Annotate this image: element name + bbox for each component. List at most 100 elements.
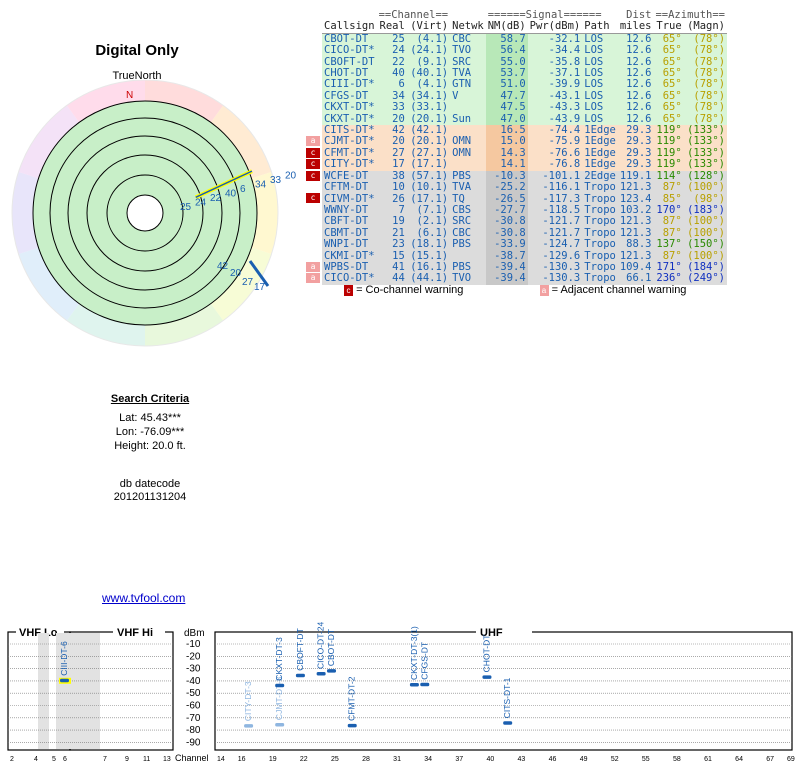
- station-network: TVO: [452, 44, 472, 57]
- station-row[interactable]: CBOT-DT 25 (4.1) CBC 58.7 -32.1 LOS 12.6 65° (78°…: [322, 32, 728, 46]
- station-callsign: CIII-DT*: [324, 78, 375, 91]
- station-row[interactable]: CIVM-DT* 26 (17.1) TQ -26.5 -117.3 Tropo 123.4 8…: [322, 192, 728, 205]
- station-azimuth-magn: (133°): [687, 124, 726, 137]
- station-virtual-channel: (34.1): [410, 89, 449, 102]
- station-row[interactable]: CKMI-DT* 15 (15.1) -38.7 -129.6 Tropo 121.3 87°…: [322, 249, 728, 262]
- station-azimuth-magn: (133°): [687, 158, 726, 171]
- station-row[interactable]: CFTM-DT 10 (10.1) TVA -25.2 -116.1 Tropo 121.3 8…: [322, 181, 728, 194]
- station-noise-margin: 14.1: [485, 158, 528, 171]
- station-azimuth-true: 114°: [656, 169, 682, 182]
- station-azimuth-true: 137°: [656, 238, 682, 251]
- station-azimuth-magn: (78°): [693, 101, 726, 114]
- station-virtual-channel: (27.1): [410, 146, 449, 159]
- dbm-tick: -30: [186, 664, 201, 675]
- station-row[interactable]: CICO-DT* 44 (44.1) TVO -39.4 -130.3 Tropo 66.1 2…: [322, 272, 728, 285]
- dbm-tick: -50: [186, 688, 201, 699]
- station-row[interactable]: WNPI-DT 23 (18.1) PBS -33.9 -124.7 Tropo 88.3 13…: [322, 238, 728, 251]
- station-real-channel: 24: [392, 44, 405, 57]
- station-azimuth-magn: (249°): [687, 272, 726, 285]
- station-real-channel: 20: [392, 112, 405, 125]
- station-azimuth-true: 65°: [662, 112, 682, 125]
- signal-marker-label: CFMT-DT-2: [347, 676, 357, 721]
- radar-label-65: 24: [195, 198, 207, 209]
- station-row[interactable]: WWNY-DT 7 (7.1) CBS -27.7 -118.5 Tropo 103.2 170…: [322, 204, 728, 217]
- station-row[interactable]: CFGS-DT 34 (34.1) V 47.7 -43.1 LOS 12.6 65° (78°): [322, 89, 728, 103]
- table-column-header: Path: [582, 21, 618, 34]
- station-path: Tropo: [584, 249, 616, 262]
- vhf-hi-title: VHF Hi: [117, 627, 153, 639]
- north-mark: N: [126, 90, 133, 101]
- station-row[interactable]: WCFE-DT 38 (57.1) PBS -10.3 -101.1 2Edge 119.1 1…: [322, 169, 728, 183]
- radar-label-65: 34: [255, 180, 267, 191]
- signal-marker-label: CBOT-DT: [326, 629, 336, 666]
- station-row[interactable]: CBOFT-DT 22 (9.1) SRC 55.0 -35.8 LOS 12.6 65° (78…: [322, 55, 728, 69]
- station-row[interactable]: CHOT-DT 40 (40.1) TVA 53.7 -37.1 LOS 12.6 65° (78…: [322, 67, 728, 80]
- station-callsign: CKXT-DT*: [324, 101, 375, 114]
- signal-marker-label: CHOT-DT: [481, 635, 491, 673]
- channel-tick: 16: [238, 756, 246, 763]
- station-row[interactable]: CIII-DT* 6 (4.1) GTN 51.0 -39.9 LOS 12.6 65° (78°…: [322, 78, 728, 91]
- station-azimuth-magn: (78°): [693, 89, 726, 102]
- station-network: [450, 102, 486, 113]
- channel-tick: 28: [362, 756, 370, 763]
- adjacent-warning-tag: a: [306, 261, 320, 272]
- station-path: LOS: [584, 44, 604, 57]
- search-criteria: Search Criteria Lat: 45.43*** Lon: -76.0…: [50, 392, 250, 453]
- station-row[interactable]: CITS-DT* 42 (42.1) 16.5 -74.4 1Edge 29.3 119° (1…: [322, 124, 728, 137]
- station-noise-margin: -27.7: [485, 204, 528, 217]
- station-real-channel: 41: [392, 260, 405, 273]
- station-network: SRC: [452, 55, 472, 68]
- station-path: Tropo: [584, 226, 616, 239]
- station-callsign: CFGS-DT: [324, 89, 369, 102]
- signal-marker-label: CBOFT-DT: [295, 628, 305, 671]
- station-noise-margin: 56.4: [485, 44, 528, 57]
- station-row[interactable]: CBMT-DT 21 (6.1) CBC -30.8 -121.7 Tropo 121.3 87…: [322, 226, 728, 240]
- channel-tick: 69: [787, 756, 795, 763]
- station-noise-margin: 47.7: [485, 90, 528, 103]
- station-callsign: CITS-DT*: [324, 124, 375, 137]
- station-real-channel: 6: [398, 78, 405, 91]
- channel-tick: 61: [704, 756, 712, 763]
- channel-tick: 4: [34, 756, 38, 763]
- station-row[interactable]: CKXT-DT* 33 (33.1) 47.5 -43.3 LOS 12.6 65° (78°): [322, 101, 728, 114]
- cochannel-warning-tag: c: [306, 193, 320, 204]
- station-row[interactable]: WPBS-DT 41 (16.1) PBS -39.4 -130.3 Tropo 109.4 1…: [322, 260, 728, 274]
- station-row[interactable]: CICO-DT* 24 (24.1) TVO 56.4 -34.4 LOS 12.6 65° (7…: [322, 44, 728, 57]
- station-power: -101.1: [542, 169, 581, 182]
- station-callsign: CKMI-DT*: [324, 249, 375, 262]
- station-network: SRC: [452, 215, 472, 228]
- channel-tick: 43: [518, 756, 526, 763]
- signal-marker-label: CITY-DT-3: [243, 681, 253, 721]
- station-azimuth-true: 119°: [656, 158, 682, 171]
- station-real-channel: 27: [392, 146, 405, 159]
- channel-tick: 58: [673, 756, 681, 763]
- tvfool-link[interactable]: www.tvfool.com: [102, 591, 186, 605]
- channel-tick: 37: [455, 756, 463, 763]
- station-row[interactable]: CJMT-DT* 20 (20.1) OMN 15.0 -75.9 1Edge 29.3 119…: [322, 135, 728, 148]
- channel-tick: 11: [143, 756, 150, 763]
- station-power: -39.9: [548, 78, 581, 91]
- station-distance: 109.4: [619, 260, 652, 273]
- adjacent-warning-tag: a: [306, 136, 320, 147]
- table-column-header: (Virt): [406, 21, 451, 34]
- table-group-header: ======Signal======: [487, 9, 602, 21]
- station-path: 2Edge: [584, 169, 616, 182]
- station-azimuth-true: 119°: [656, 135, 682, 148]
- channel-tick: 22: [300, 756, 308, 763]
- spectrum-chart: VHF Lo VHF Hi UHFdBm-10-20-30-40-50-60-70-…: [7, 622, 795, 763]
- station-callsign: CIVM-DT*: [324, 192, 375, 205]
- station-virtual-channel: (4.1): [416, 78, 449, 91]
- station-row[interactable]: CITY-DT* 17 (17.1) 14.1 -76.8 1Edge 29.3 119° (1…: [322, 158, 728, 171]
- station-virtual-channel: (9.1): [416, 55, 449, 68]
- signal-marker: [316, 672, 326, 676]
- station-row[interactable]: CBFT-DT 19 (2.1) SRC -30.8 -121.7 Tropo 121.3 87…: [322, 215, 728, 228]
- station-azimuth-magn: (78°): [693, 32, 726, 45]
- station-azimuth-true: 65°: [662, 78, 682, 91]
- station-distance: 29.3: [626, 124, 652, 137]
- db-datecode-label: db datecode: [119, 478, 181, 490]
- station-row[interactable]: CKXT-DT* 20 (20.1) Sun 47.0 -43.9 LOS 12.6 65° (7…: [322, 112, 728, 126]
- range-rings: [11, 80, 279, 347]
- station-row[interactable]: CFMT-DT* 27 (27.1) OMN 14.3 -76.6 1Edge 29.3 119…: [322, 146, 728, 160]
- signal-marker-label: CJMT-DT-3: [274, 676, 284, 720]
- station-callsign: CITY-DT*: [324, 158, 375, 171]
